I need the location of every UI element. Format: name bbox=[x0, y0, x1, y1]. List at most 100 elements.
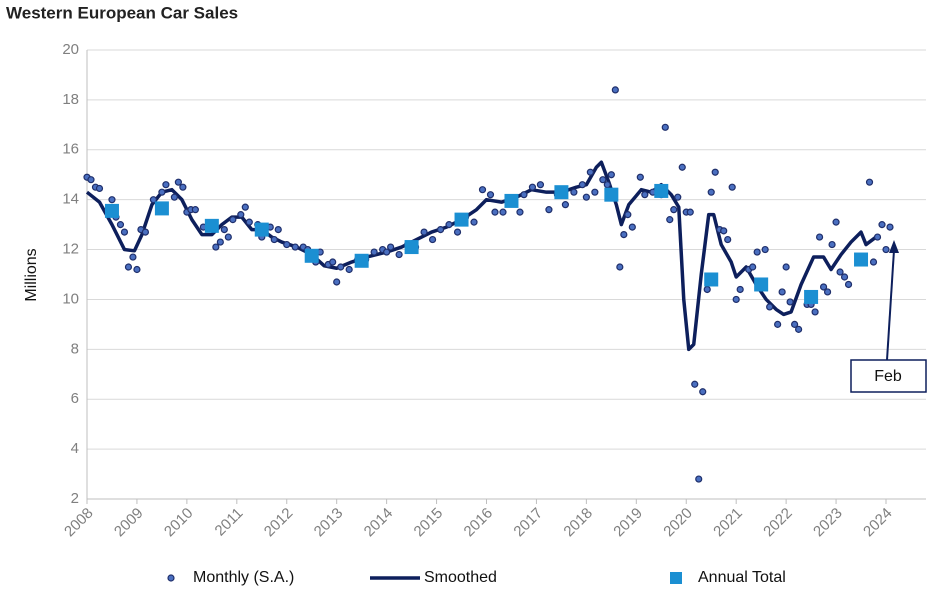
monthly-point bbox=[586, 168, 594, 176]
annual-total bbox=[604, 187, 619, 202]
monthly-point bbox=[616, 263, 624, 271]
monthly-point bbox=[620, 230, 628, 239]
monthly-point bbox=[345, 265, 353, 274]
y-tick-label: 14 bbox=[62, 191, 79, 208]
legend-label: Annual Total bbox=[698, 569, 786, 586]
x-tick-label: 2015 bbox=[411, 505, 447, 541]
monthly-point bbox=[828, 240, 836, 249]
x-tick-label: 2016 bbox=[461, 505, 497, 541]
x-tick-label: 2024 bbox=[860, 505, 896, 541]
monthly-point bbox=[536, 181, 545, 189]
monthly-point bbox=[836, 268, 844, 276]
monthly-point bbox=[237, 211, 245, 219]
monthly-point bbox=[636, 173, 644, 181]
x-tick-label: 2011 bbox=[212, 505, 247, 540]
annotation-arrowhead bbox=[889, 240, 899, 253]
monthly-point bbox=[844, 280, 853, 289]
monthly-point bbox=[387, 243, 395, 251]
monthly-point bbox=[661, 123, 669, 131]
chart-title: Western European Car Sales bbox=[6, 3, 238, 22]
y-tick-label: 2 bbox=[71, 490, 79, 507]
monthly-point bbox=[220, 226, 228, 234]
legend-marker bbox=[167, 574, 175, 582]
monthly-point bbox=[728, 183, 736, 191]
monthly-point bbox=[699, 388, 707, 396]
monthly-point bbox=[761, 245, 769, 254]
monthly-point bbox=[678, 163, 686, 171]
annotation-arrow bbox=[886, 249, 895, 361]
monthly-point bbox=[823, 288, 832, 296]
monthly-point bbox=[582, 193, 590, 201]
monthly-point bbox=[545, 206, 553, 214]
monthly-point bbox=[212, 243, 220, 251]
monthly-point bbox=[383, 248, 391, 256]
y-tick-label: 8 bbox=[71, 340, 79, 357]
monthly-point bbox=[274, 226, 282, 234]
monthly-point bbox=[141, 228, 150, 236]
annual-total bbox=[354, 253, 369, 268]
annual-total bbox=[654, 183, 669, 198]
monthly-point bbox=[599, 176, 607, 184]
monthly-point bbox=[174, 178, 182, 186]
monthly-point bbox=[124, 263, 133, 271]
monthly-point bbox=[641, 191, 649, 199]
monthly-point bbox=[815, 233, 824, 241]
monthly-point bbox=[591, 188, 599, 196]
monthly-point bbox=[491, 208, 499, 216]
y-tick-label: 16 bbox=[62, 141, 79, 158]
monthly-point bbox=[270, 235, 278, 244]
monthly-point bbox=[840, 273, 849, 281]
annual-total bbox=[404, 240, 419, 255]
monthly-point bbox=[216, 238, 224, 246]
monthly-point bbox=[561, 201, 570, 209]
x-tick-label: 2010 bbox=[161, 505, 197, 541]
monthly-point bbox=[241, 203, 249, 211]
monthly-point bbox=[162, 181, 170, 189]
y-axis-label: Millions bbox=[23, 248, 40, 301]
annual-total bbox=[854, 252, 869, 267]
y-tick-label: 10 bbox=[62, 290, 79, 307]
monthly-point bbox=[869, 258, 878, 266]
monthly-point bbox=[133, 265, 141, 274]
monthly-point bbox=[670, 206, 678, 214]
monthly-point bbox=[819, 283, 828, 291]
monthly-point bbox=[691, 380, 699, 388]
monthly-point bbox=[611, 86, 619, 94]
monthly-point bbox=[224, 233, 232, 241]
monthly-point bbox=[291, 243, 299, 251]
annual-total bbox=[804, 289, 819, 304]
monthly-point bbox=[428, 235, 437, 244]
annual-total bbox=[454, 212, 469, 227]
monthly-point bbox=[116, 221, 125, 229]
monthly-point bbox=[795, 325, 803, 333]
monthly-point bbox=[749, 263, 757, 271]
y-tick-label: 18 bbox=[62, 91, 79, 108]
annual-total bbox=[204, 218, 219, 233]
monthly-point bbox=[724, 235, 732, 244]
monthly-point bbox=[886, 223, 894, 231]
x-tick-label: 2023 bbox=[810, 505, 846, 541]
monthly-point bbox=[832, 218, 840, 226]
monthly-point bbox=[129, 253, 137, 261]
monthly-point bbox=[707, 188, 715, 196]
x-tick-label: 2018 bbox=[560, 505, 596, 541]
y-tick-label: 20 bbox=[62, 41, 79, 58]
monthly-point bbox=[811, 308, 819, 316]
monthly-point bbox=[149, 196, 158, 204]
annual-total bbox=[754, 277, 769, 292]
monthly-point bbox=[624, 211, 632, 219]
monthly-point bbox=[782, 263, 790, 271]
monthly-point bbox=[95, 184, 104, 193]
monthly-point bbox=[370, 248, 378, 256]
x-tick-label: 2019 bbox=[610, 505, 646, 541]
monthly-point bbox=[603, 181, 611, 189]
monthly-point bbox=[108, 196, 116, 204]
monthly-point bbox=[686, 208, 694, 216]
monthly-point bbox=[520, 191, 528, 199]
x-tick-label: 2020 bbox=[660, 505, 696, 541]
monthly-point bbox=[229, 216, 237, 224]
monthly-point bbox=[882, 245, 890, 254]
annual-total bbox=[104, 203, 119, 218]
monthly-point bbox=[528, 183, 537, 191]
monthly-point bbox=[170, 193, 178, 201]
